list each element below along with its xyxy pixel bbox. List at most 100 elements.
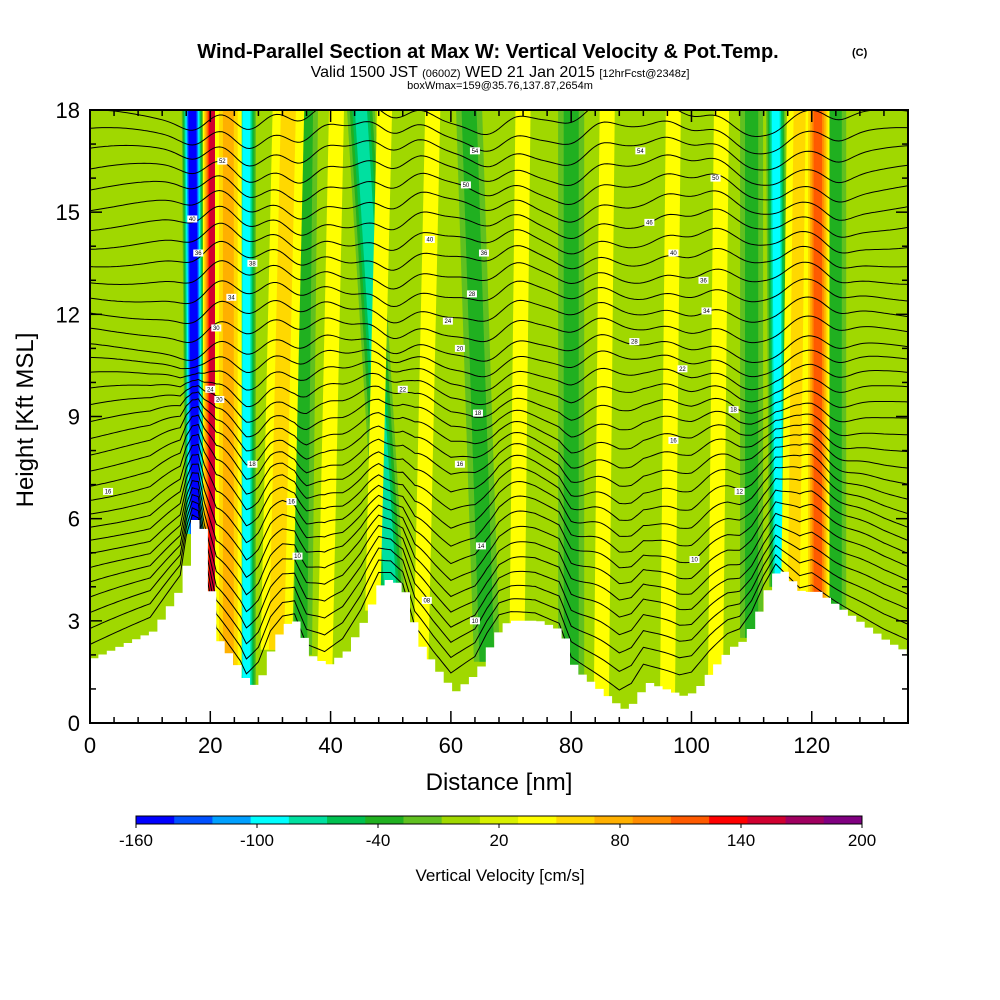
chart-title: Wind-Parallel Section at Max W: Vertical… <box>197 41 778 63</box>
contour-labels: 1640365238343024201816100814105450403628… <box>103 147 745 625</box>
subtitle-date: WED 21 Jan 2015 <box>461 64 600 81</box>
contour-label: 30 <box>213 326 220 332</box>
contour-label: 24 <box>207 387 214 393</box>
colorbar-swatch <box>212 816 252 824</box>
contour-label: 28 <box>631 340 638 346</box>
contour-label-bg <box>187 215 198 223</box>
isentrope-line <box>90 487 908 618</box>
colorbar-swatch <box>594 816 634 824</box>
colorbar-swatch <box>518 816 557 824</box>
terrain <box>90 520 908 723</box>
isentrope-line <box>90 278 908 308</box>
contour-label-bg <box>689 556 700 564</box>
contour-label: 16 <box>288 500 295 506</box>
contour-label-bg <box>635 147 646 155</box>
isentrope-line <box>90 493 908 636</box>
subtitle-valid-time: Valid 1500 JST <box>311 64 422 81</box>
x-tick-label: 80 <box>559 733 583 758</box>
contour-label: 54 <box>472 149 479 155</box>
contour-label: 50 <box>712 176 719 182</box>
isentrope-line <box>90 514 908 691</box>
colorbar-swatch <box>556 816 596 824</box>
isentrope-line <box>90 205 908 240</box>
contour-label: 20 <box>216 397 223 403</box>
colorbar-swatch <box>403 816 443 824</box>
chart-title-suffix: (C) <box>852 47 868 59</box>
isentrope-line <box>90 222 908 255</box>
chart-subtitle-box: boxWmax=159@35.76,137.87,2654m <box>407 80 593 92</box>
isentrope-line <box>90 334 908 364</box>
plot-area: 1640365238343024201816100814105450403628… <box>90 110 908 723</box>
contour-label: 38 <box>249 261 256 267</box>
isentrope-line <box>90 349 908 378</box>
isentrope-line <box>90 453 908 553</box>
y-tick-label: 15 <box>56 200 80 225</box>
contour-label-bg <box>644 218 655 226</box>
contour-label-bg <box>214 395 225 403</box>
contour-label: 46 <box>646 220 653 226</box>
contour-label-bg <box>701 307 712 315</box>
contour-label-bg <box>677 365 688 373</box>
colorbar-tick-label: 80 <box>611 831 630 850</box>
contour-label-bg <box>421 596 432 604</box>
contour-label-bg <box>247 460 258 468</box>
downdraft-band <box>829 110 842 625</box>
contour-label-bg <box>247 259 258 267</box>
contour-label-bg <box>397 385 408 393</box>
contour-label: 16 <box>670 438 677 444</box>
isentrope-line <box>90 120 908 155</box>
downdraft-band <box>745 110 759 638</box>
updraft-band <box>509 110 531 638</box>
potential-temperature-contours <box>90 110 908 691</box>
contour-label-bg <box>424 235 435 243</box>
isentrope-line <box>90 189 908 223</box>
terrain-fill <box>90 520 908 723</box>
velocity-bands <box>180 110 851 712</box>
contour-label: 40 <box>189 217 196 223</box>
downdraft-band <box>242 110 251 706</box>
contour-label: 14 <box>478 544 485 550</box>
contour-label: 08 <box>423 598 430 604</box>
updraft-band <box>413 110 441 668</box>
x-tick-label: 0 <box>84 733 96 758</box>
isentrope-line <box>90 372 908 408</box>
contour-label: 22 <box>399 387 406 393</box>
contour-label-bg <box>103 487 114 495</box>
contour-label-bg <box>668 249 679 257</box>
isentrope-line <box>90 391 908 438</box>
contour-label: 52 <box>219 159 226 165</box>
colorbar-swatch <box>327 816 366 824</box>
contour-label: 16 <box>105 489 112 495</box>
contour-label: 10 <box>472 619 479 625</box>
updraft-band <box>365 110 393 611</box>
colorbar-tick-label: -160 <box>119 831 153 850</box>
isentrope-line <box>90 136 908 171</box>
isentrope-line <box>90 296 908 325</box>
contour-label: 10 <box>294 554 301 560</box>
updraft-band <box>317 110 344 683</box>
colorbar-tick-label: -40 <box>366 831 391 850</box>
contour-label: 10 <box>691 558 698 564</box>
contour-label-bg <box>734 487 745 495</box>
contour-label: 12 <box>736 489 743 495</box>
colorbar-title: Vertical Velocity [cm/s] <box>415 866 584 885</box>
colorbar-tick-label: 20 <box>490 831 509 850</box>
y-tick-label: 12 <box>56 302 80 327</box>
contour-label-bg <box>710 174 721 182</box>
contour-label-bg <box>668 436 679 444</box>
contour-label-bg <box>454 344 465 352</box>
colorbar-swatch <box>747 816 787 824</box>
contour-label: 34 <box>228 295 235 301</box>
contour-label-bg <box>292 552 303 560</box>
colorbar-swatch <box>441 816 481 824</box>
isentrope-line <box>90 240 908 271</box>
colorbar-tick-label: 140 <box>727 831 755 850</box>
updraft-band <box>659 110 681 709</box>
updraft-band <box>787 110 806 604</box>
y-tick-label: 18 <box>56 98 80 123</box>
isentrope-line <box>90 423 908 505</box>
colorbar-swatch <box>288 816 328 824</box>
contour-label-bg <box>205 385 216 393</box>
updraft-band <box>593 110 615 712</box>
